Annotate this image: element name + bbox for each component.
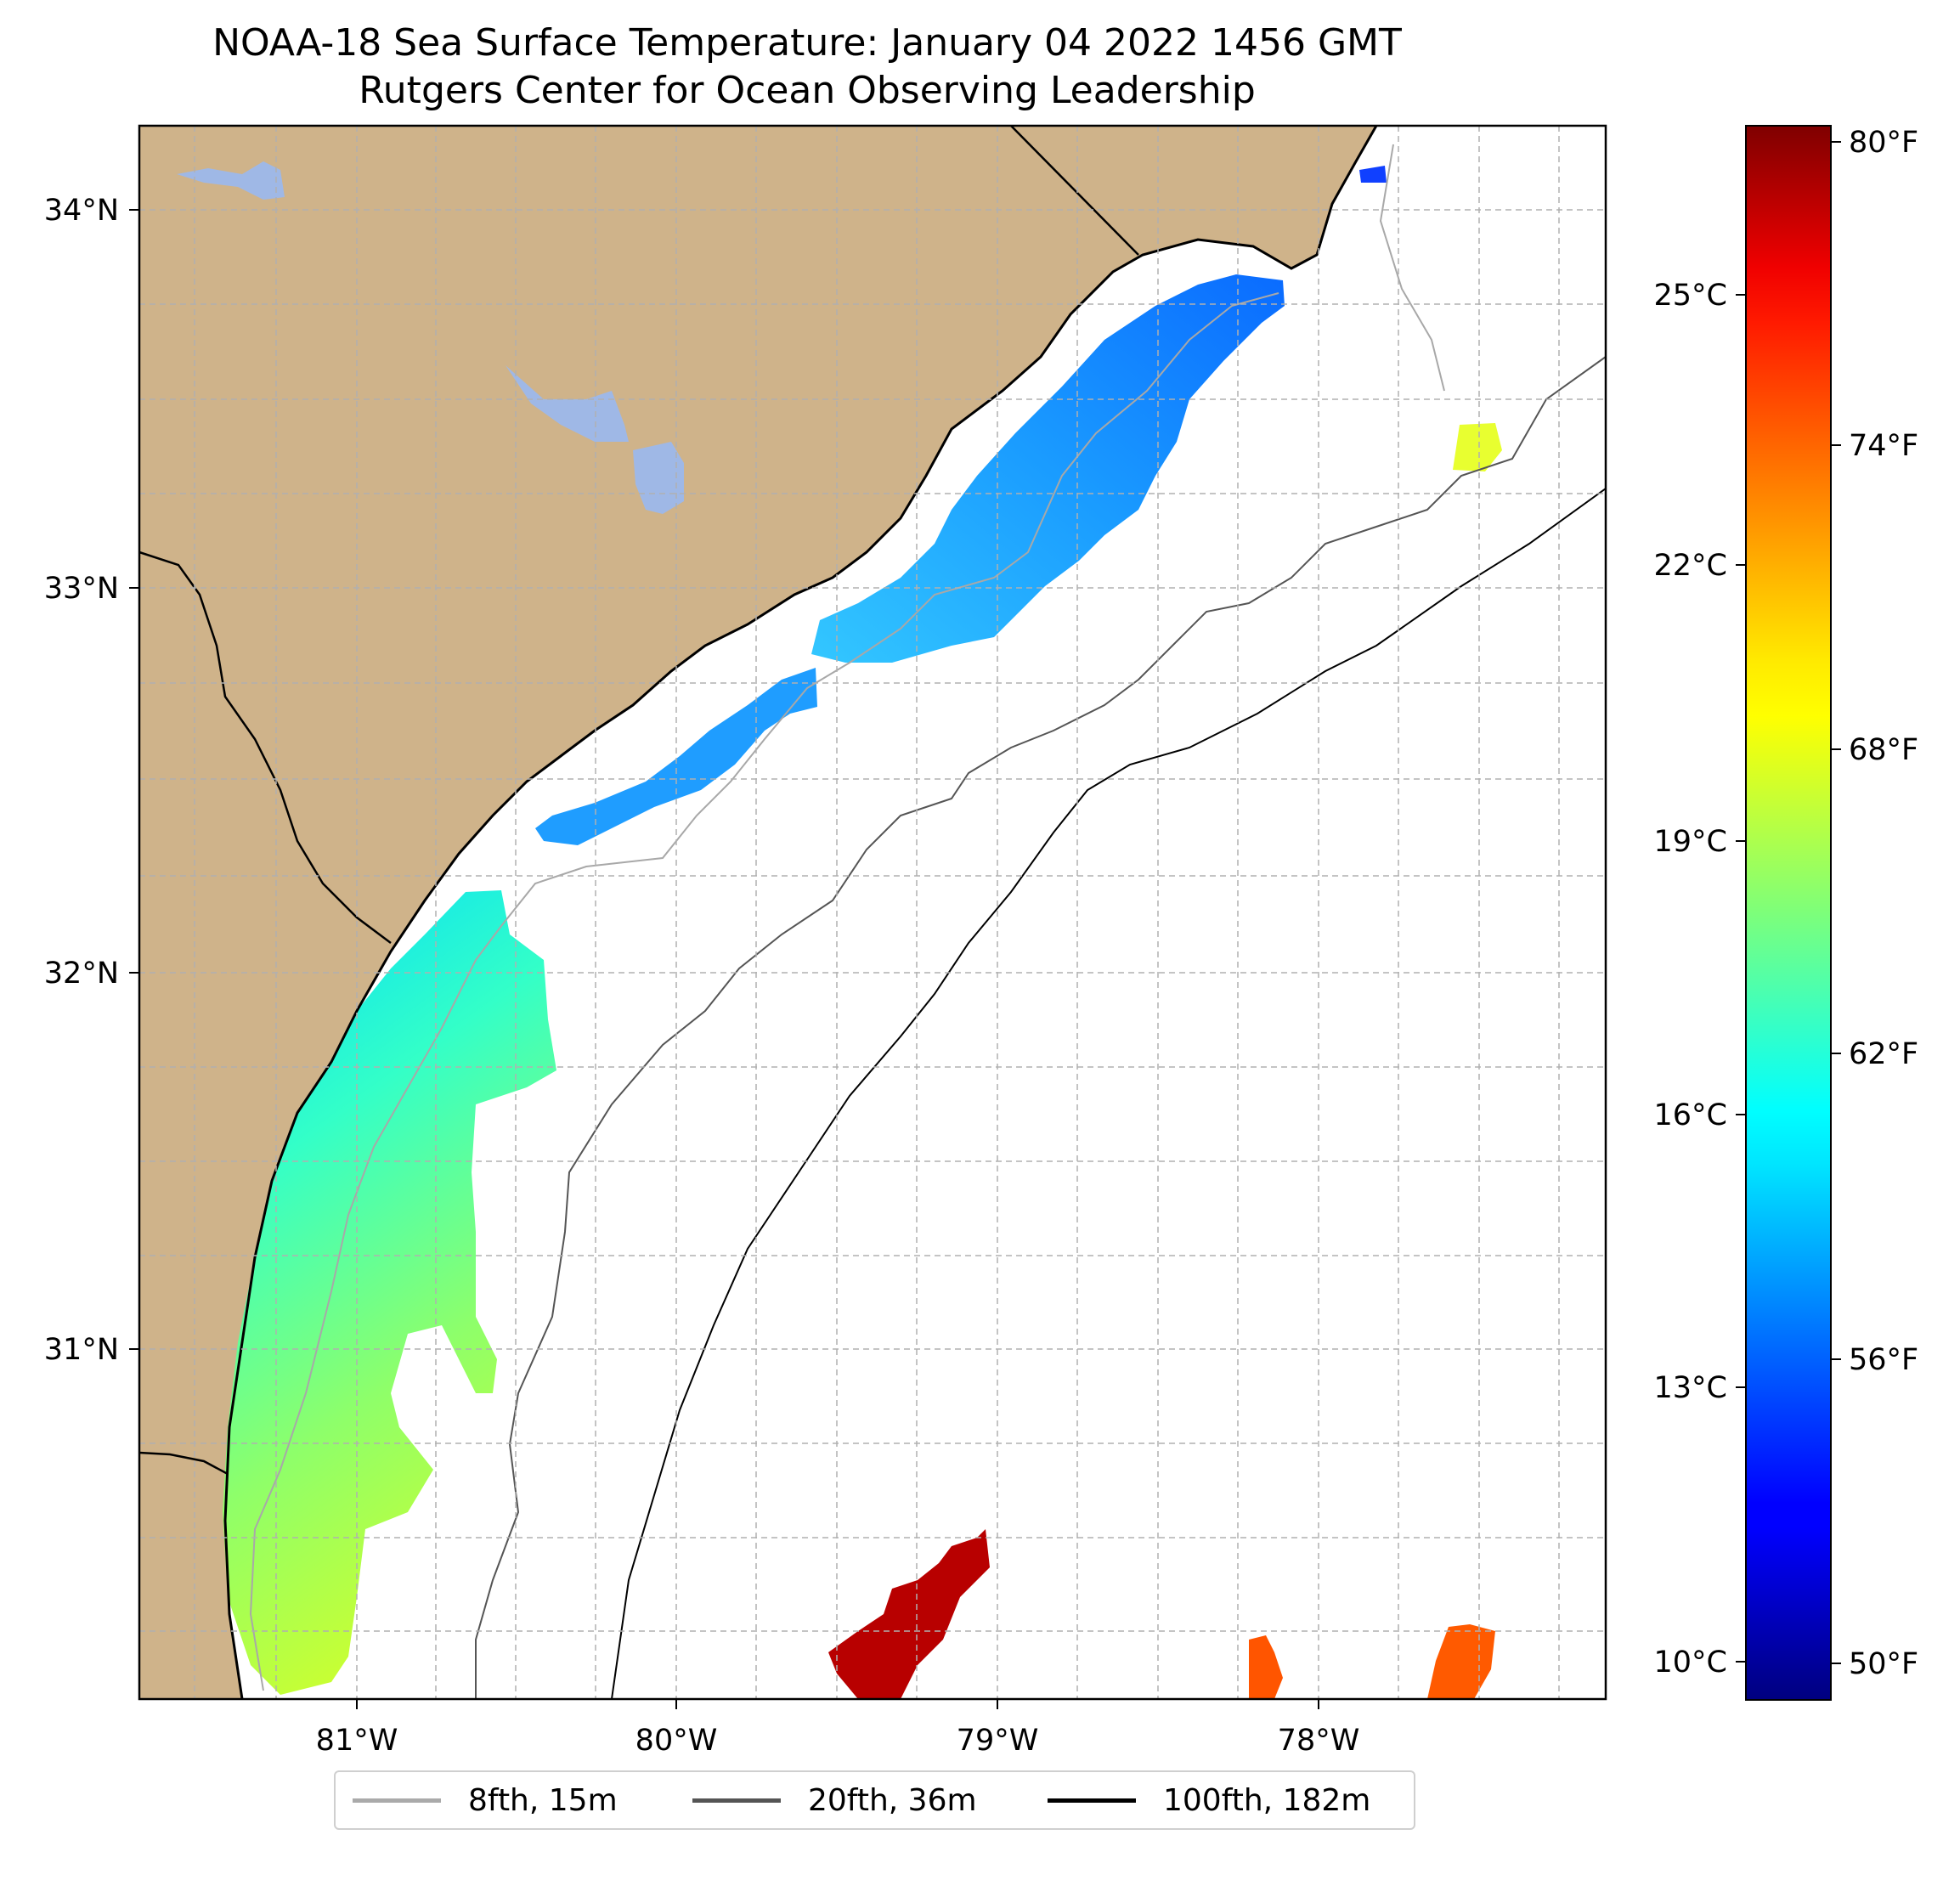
state-boundary xyxy=(139,1451,229,1476)
legend-line-icon xyxy=(692,1798,781,1803)
legend-line-icon xyxy=(353,1798,441,1803)
colorbar xyxy=(1745,125,1832,1701)
sst-patch-warm xyxy=(828,1529,990,1699)
sst-patch-south xyxy=(223,890,556,1695)
land-area xyxy=(139,126,1376,1699)
fahrenheit-tick-label: 80°F xyxy=(1849,126,1918,160)
legend-item-36m: 20fth, 36m xyxy=(692,1772,977,1828)
lon-axis xyxy=(356,1699,1319,1709)
map-frame xyxy=(138,124,1607,1701)
contour-182m xyxy=(611,488,1606,1699)
legend-item-15m: 8fth, 15m xyxy=(353,1772,618,1828)
lat-axis xyxy=(129,209,139,1350)
sst-patch-warm xyxy=(1427,1624,1495,1699)
sst-patch-central xyxy=(535,668,817,845)
lat-tick-label: 31°N xyxy=(44,1333,119,1367)
fahrenheit-tick-label: 50°F xyxy=(1849,1647,1918,1681)
colorbar-fahrenheit-axis xyxy=(1831,141,1841,1664)
lat-tick-label: 33°N xyxy=(44,572,119,606)
lake xyxy=(633,442,684,514)
colorbar-celsius-axis xyxy=(1736,294,1746,1663)
fahrenheit-tick-label: 68°F xyxy=(1849,733,1918,767)
sst-patch-warm xyxy=(1249,1635,1283,1699)
gridlines xyxy=(139,126,1606,1699)
contour-15m xyxy=(249,144,1445,1691)
fahrenheit-tick-label: 62°F xyxy=(1849,1037,1918,1071)
sst-patch-small xyxy=(1453,423,1502,471)
legend: 8fth, 15m 20fth, 36m 100fth, 182m xyxy=(334,1770,1415,1830)
state-boundary xyxy=(1010,126,1139,256)
legend-label: 20fth, 36m xyxy=(808,1782,977,1818)
legend-line-icon xyxy=(1048,1798,1136,1803)
map-area[interactable] xyxy=(139,126,1606,1699)
celsius-tick-label: 13°C xyxy=(1654,1371,1727,1405)
celsius-tick-label: 16°C xyxy=(1654,1098,1727,1132)
legend-label: 100fth, 182m xyxy=(1163,1782,1371,1818)
fahrenheit-tick-label: 74°F xyxy=(1849,429,1918,463)
lon-tick-label: 78°W xyxy=(1278,1724,1360,1758)
chart-subtitle: Rutgers Center for Ocean Observing Leade… xyxy=(359,69,1256,112)
contour-36m xyxy=(475,356,1606,1699)
legend-label: 8fth, 15m xyxy=(468,1782,618,1818)
lake xyxy=(177,161,285,200)
sst-patch-north xyxy=(811,274,1285,663)
lake xyxy=(506,365,629,442)
celsius-tick-label: 19°C xyxy=(1654,825,1727,859)
lon-tick-label: 81°W xyxy=(316,1724,398,1758)
lat-tick-label: 32°N xyxy=(44,957,119,991)
legend-item-182m: 100fth, 182m xyxy=(1048,1772,1370,1828)
celsius-tick-label: 10°C xyxy=(1654,1646,1727,1680)
lon-tick-label: 80°W xyxy=(635,1724,718,1758)
fahrenheit-tick-label: 56°F xyxy=(1849,1343,1918,1377)
chart-title: NOAA-18 Sea Surface Temperature: January… xyxy=(212,21,1402,65)
celsius-tick-label: 22°C xyxy=(1654,549,1727,583)
coastline xyxy=(223,126,1378,1699)
lon-tick-label: 79°W xyxy=(957,1724,1039,1758)
lat-tick-label: 34°N xyxy=(44,194,119,228)
celsius-tick-label: 25°C xyxy=(1654,279,1727,313)
state-boundary xyxy=(139,550,392,944)
sst-patch-small xyxy=(1359,166,1387,183)
